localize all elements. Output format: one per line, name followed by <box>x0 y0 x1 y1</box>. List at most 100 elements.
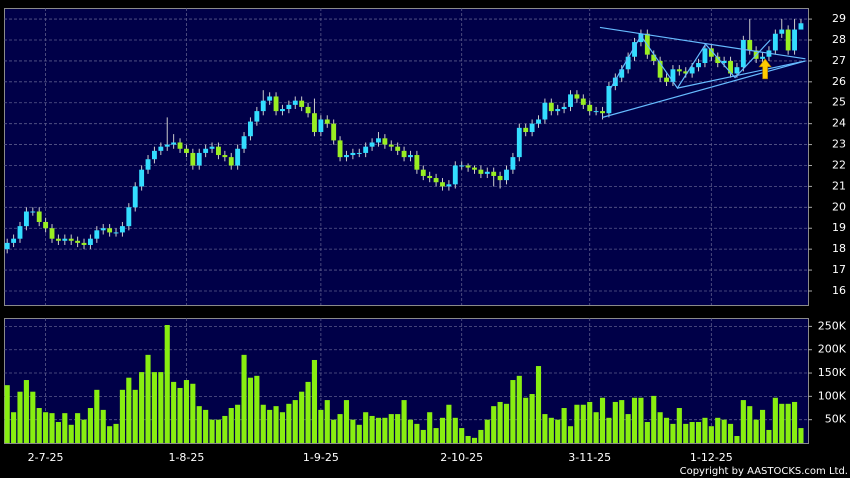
y-tick-label: 25 <box>832 96 846 109</box>
volume-bar <box>254 375 260 443</box>
volume-bar <box>580 404 586 443</box>
volume-bar <box>126 377 132 443</box>
candle-body <box>184 148 189 153</box>
volume-bar <box>702 417 708 443</box>
x-tick-label: 1-8-25 <box>168 451 204 464</box>
volume-bar <box>407 419 414 443</box>
volume-bar <box>414 423 420 443</box>
volume-bar <box>241 354 247 443</box>
volume-bar <box>343 400 350 443</box>
volume-bar <box>292 400 298 443</box>
candle-body <box>798 23 804 30</box>
candle-body <box>606 86 612 114</box>
volume-bar <box>203 409 209 443</box>
trend-line <box>677 60 806 89</box>
volume-bar <box>100 409 106 443</box>
candle-body <box>17 226 23 239</box>
candle-body <box>331 123 337 141</box>
volume-bar <box>324 400 330 443</box>
volume-bar <box>734 436 740 443</box>
volume-bar <box>625 414 631 443</box>
candle-body <box>254 111 260 122</box>
candle-body <box>478 169 484 174</box>
y-tick-label: 21 <box>832 179 846 192</box>
candle-body <box>427 175 433 179</box>
candle-body <box>574 94 580 99</box>
candle-body <box>728 60 733 74</box>
candle-body <box>529 123 535 133</box>
volume-bar <box>529 394 535 443</box>
volume-bar <box>670 423 676 443</box>
candle-body <box>747 40 753 51</box>
candle-body <box>190 152 196 166</box>
volume-bar <box>215 419 222 443</box>
volume-bar <box>484 419 490 443</box>
labels: 16 17 18 19 20 21 22 23 24 25 26 27 28 29 50K 100K 150K 2… <box>28 12 847 464</box>
volume-bar <box>369 415 375 443</box>
volume-bar <box>567 426 574 443</box>
volume-bar <box>638 397 644 443</box>
y-tick-label: 50K <box>825 413 847 426</box>
volume-bar <box>753 419 759 443</box>
volume-bar <box>30 391 36 443</box>
candle-body <box>580 98 586 105</box>
volume-bar <box>113 423 119 443</box>
candle-body <box>228 157 234 166</box>
volume-bar <box>228 408 234 443</box>
volume-bar <box>612 401 618 443</box>
candle-body <box>318 119 324 133</box>
y-tick-label: 27 <box>832 54 846 67</box>
volume-bar <box>177 387 183 443</box>
candle-body <box>446 184 452 187</box>
candle-body <box>740 40 746 68</box>
candle-body <box>356 152 362 154</box>
candle-body <box>395 146 401 151</box>
volume-bar <box>631 397 638 443</box>
candle-body <box>286 104 292 110</box>
volume-bar <box>382 417 388 443</box>
volume-bar <box>555 419 561 443</box>
volume-bar <box>171 381 177 443</box>
volume-bar <box>510 380 516 443</box>
candle-body <box>760 56 765 59</box>
volume-bar <box>766 429 772 443</box>
candle-body <box>209 146 215 149</box>
volume-bar <box>139 372 145 443</box>
candle-body <box>414 155 420 170</box>
volume-bar <box>401 400 407 443</box>
volume-bar <box>606 417 612 443</box>
trend-line <box>599 26 806 60</box>
candle-body <box>491 171 497 176</box>
volume-bar <box>235 404 241 443</box>
candle-body <box>68 238 74 241</box>
candle-body <box>785 29 791 51</box>
x-tick-label: 3-11-25 <box>568 451 611 464</box>
y-tick-label: 100K <box>818 389 847 402</box>
candle-body <box>94 230 100 239</box>
candle-body <box>23 211 29 227</box>
y-tick-label: 18 <box>832 242 846 255</box>
volume-bar <box>305 381 311 443</box>
volume-bar <box>644 422 650 443</box>
volume-bar <box>465 436 471 443</box>
volume-bar <box>273 406 279 443</box>
volume-bar <box>503 403 510 443</box>
candle-body <box>523 127 529 133</box>
candle-body <box>369 142 375 147</box>
volume-bar <box>62 413 68 443</box>
candle-body <box>401 150 407 158</box>
volume-bar <box>548 417 554 443</box>
volume-bar <box>337 414 343 443</box>
volume-bar <box>158 372 164 443</box>
y-tick-label: 150K <box>818 366 847 379</box>
volume-bar <box>439 417 446 443</box>
volume-bar <box>190 383 196 443</box>
candle-body <box>568 94 573 107</box>
volume-bar <box>471 437 478 443</box>
y-tick-label: 200K <box>818 343 847 356</box>
candle-body <box>632 42 637 57</box>
candle-body <box>171 142 177 145</box>
volume-bar <box>43 412 49 443</box>
candle-body <box>4 242 10 250</box>
volume-bar <box>542 414 548 443</box>
